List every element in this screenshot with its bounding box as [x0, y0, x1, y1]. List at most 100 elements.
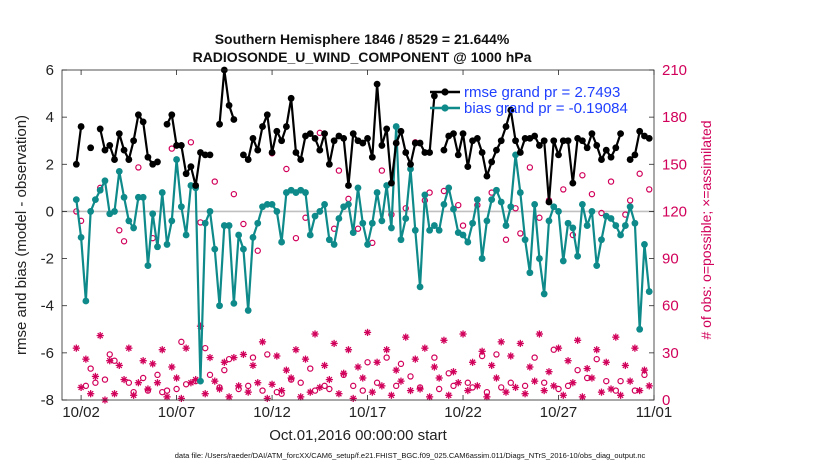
bias-point [139, 193, 147, 201]
asterisk-stroke [331, 340, 338, 347]
rmse-point [240, 151, 247, 159]
assimilated-obs-marker [172, 374, 181, 382]
x-tick-label: 10/17 [349, 404, 387, 421]
plot-frame [61, 69, 655, 401]
rmse-point [531, 132, 539, 140]
assimilated-obs-marker [115, 361, 123, 370]
asterisk-stroke [636, 387, 643, 394]
rmse-point [177, 142, 185, 149]
rmse-point [206, 151, 214, 159]
asterisk-stroke [436, 375, 443, 381]
assimilated-obs-marker [215, 385, 224, 393]
bias-point [177, 203, 185, 211]
assimilated-obs-marker [645, 382, 653, 390]
rmse-point [297, 156, 305, 163]
bias-point [96, 186, 104, 194]
asterisk-stroke [154, 379, 161, 386]
rmse-point [459, 130, 467, 138]
bias-point [335, 215, 343, 222]
bias-point [617, 231, 624, 239]
assimilated-obs-marker [335, 390, 343, 398]
possible-obs-marker [120, 238, 128, 245]
assimilated-obs-marker [597, 388, 606, 396]
possible-obs-marker [221, 366, 228, 374]
bias-point [359, 219, 367, 227]
rmse-point [111, 156, 118, 163]
possible-obs-marker [507, 379, 514, 386]
plot-background [62, 70, 654, 400]
assimilated-obs-marker [130, 391, 138, 399]
bias-point [273, 208, 281, 215]
rmse-point [373, 80, 381, 88]
asterisk-stroke [545, 368, 552, 375]
rmse-point [464, 163, 472, 171]
possible-obs-marker [593, 355, 600, 363]
bias-point [502, 222, 510, 229]
bias-point [72, 196, 80, 204]
asterisk-stroke [211, 378, 218, 385]
possible-obs-marker [373, 379, 381, 386]
bias-point [115, 167, 123, 175]
bias-point [82, 297, 90, 305]
asterisk-stroke [292, 346, 299, 353]
assimilated-obs-marker [511, 383, 520, 392]
bias-point [87, 208, 95, 215]
rmse-point [187, 163, 195, 171]
asterisk-stroke [140, 357, 147, 364]
asterisk-stroke [207, 354, 213, 361]
asterisk-stroke [421, 345, 428, 352]
possible-obs-marker [359, 387, 366, 394]
asterisk-stroke [369, 389, 376, 396]
possible-obs-marker [154, 371, 161, 379]
possible-obs-marker [407, 373, 414, 380]
possible-obs-marker [354, 225, 362, 232]
assimilated-obs-marker [602, 358, 610, 366]
assimilated-obs-marker [564, 357, 572, 365]
possible-obs-marker [187, 139, 195, 146]
assimilated-obs-marker [206, 353, 214, 362]
asterisk-stroke [130, 392, 137, 399]
rmse-point [125, 156, 133, 163]
possible-obs-marker [383, 354, 390, 361]
bias-point [526, 269, 534, 277]
assimilated-obs-marker [292, 346, 300, 354]
bias-point [578, 200, 586, 208]
assimilated-obs-marker [91, 372, 100, 381]
asterisk-stroke [584, 365, 591, 372]
rmse-point [316, 146, 324, 154]
possible-obs-marker [521, 382, 529, 390]
bias-point [421, 191, 429, 199]
bias-point [397, 236, 405, 244]
rmse-point [306, 130, 314, 138]
assimilated-obs-marker [177, 394, 185, 403]
rmse-point [201, 151, 209, 159]
rmse-point [139, 118, 147, 126]
assimilated-obs-marker [354, 363, 362, 371]
bias-point [201, 219, 209, 227]
rmse-point [645, 134, 653, 142]
rmse-point [636, 127, 644, 135]
assimilated-obs-marker [459, 330, 467, 338]
possible-obs-marker [493, 351, 500, 358]
assimilated-obs-marker [483, 393, 491, 401]
assimilated-obs-marker [497, 338, 505, 346]
rmse-point [473, 134, 481, 142]
possible-obs-marker [435, 385, 443, 393]
asterisk-stroke [216, 386, 223, 392]
assimilated-obs-marker [378, 382, 386, 390]
asterisk-stroke [493, 375, 500, 381]
asterisk-stroke [402, 334, 409, 341]
bias-point [154, 243, 161, 251]
rmse-point [254, 146, 262, 154]
assimilated-obs-marker [230, 353, 238, 362]
x-tick-label: 11/01 [636, 404, 672, 421]
y-tick-label: -6 [41, 345, 54, 362]
asterisk-stroke [202, 390, 209, 397]
assimilated-obs-marker [621, 361, 629, 370]
rmse-point [612, 144, 620, 152]
bias-point [158, 189, 166, 196]
asterisk-stroke [78, 384, 85, 391]
possible-obs-marker [92, 379, 99, 386]
rmse-point [364, 134, 371, 142]
possible-obs-marker [125, 379, 133, 386]
